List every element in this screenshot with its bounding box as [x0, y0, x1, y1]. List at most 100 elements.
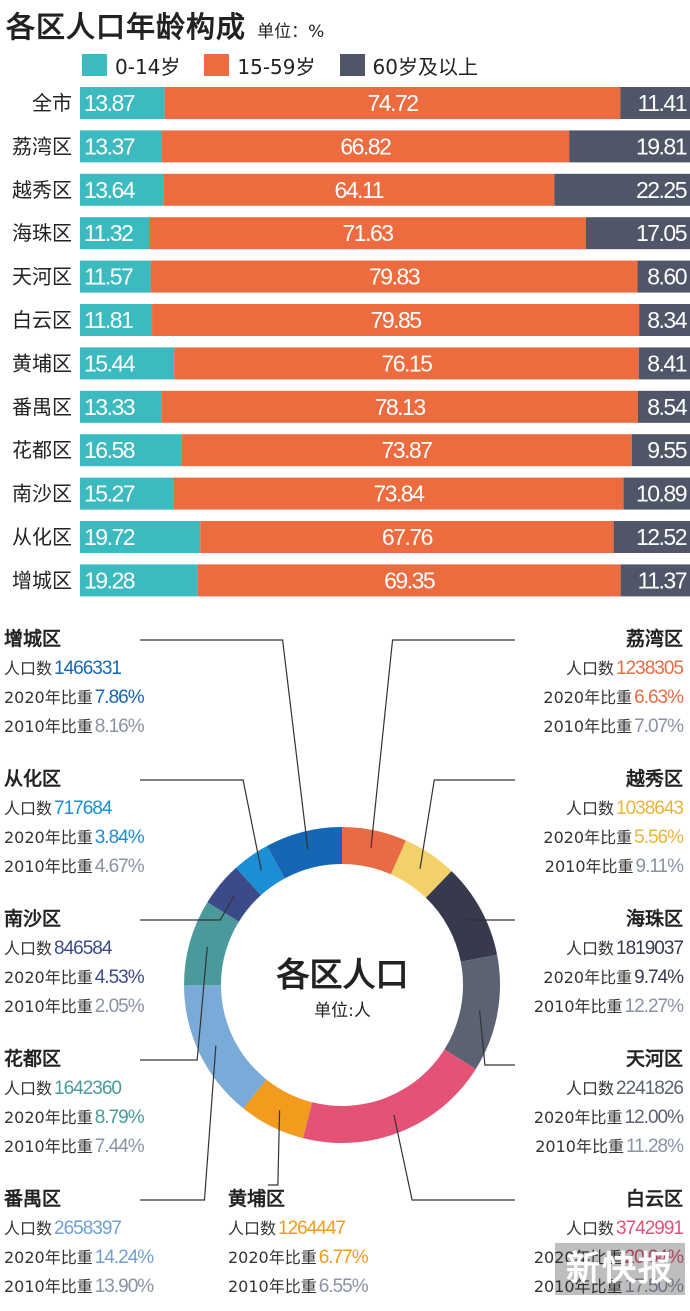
legend-item-15-59: 15-59岁 [204, 52, 316, 79]
bar-segment [639, 304, 690, 336]
district-stat-row: 2010年比重 6.55% [228, 1272, 396, 1301]
donut-slice [342, 827, 406, 875]
stat-label: 人口数 [4, 1219, 53, 1238]
district-stat-row: 2020年比重 12.00% [515, 1103, 684, 1132]
district-name: 花都区 [4, 1048, 62, 1070]
legend-label-0-14: 0-14岁 [115, 54, 181, 79]
district-label-block: 天河区 人口数 2241826 2020年比重 12.00% 2010年比重 11.28% [515, 1045, 684, 1161]
bar-segment [637, 390, 690, 423]
bar-segment [80, 217, 150, 250]
district-stat-row: 人口数 1264447 [228, 1214, 396, 1243]
stat-label: 2010年比重 [228, 1277, 317, 1296]
bar-value-label: 69.35 [384, 567, 435, 593]
stat-label: 人口数 [566, 1219, 615, 1238]
district-stat-row: 人口数 3742991 [515, 1214, 684, 1243]
stat-value: 1819037 [616, 938, 684, 959]
title-block: 各区人口年龄构成 单位：% [6, 4, 324, 48]
bar-segment [161, 130, 570, 163]
district-stat-row: 2020年比重 9.74% [515, 963, 684, 992]
bar-segment [554, 173, 690, 206]
stat-value: 1642360 [54, 1078, 122, 1099]
donut-slice [267, 827, 342, 879]
stat-label: 2020年比重 [4, 688, 93, 707]
district-stat-row: 2020年比重 6.63% [515, 683, 684, 712]
district-label-block: 花都区 人口数 1642360 2020年比重 8.79% 2010年比重 7.44% [4, 1045, 172, 1161]
stat-value: 3.84% [94, 827, 145, 848]
bar-value-label: 13.64 [84, 177, 136, 203]
bar-segment [197, 564, 621, 597]
bar-segment [181, 434, 632, 467]
district-label-block: 从化区 人口数 717684 2020年比重 3.84% 2010年比重 4.67% [4, 765, 172, 881]
bar-segment [152, 304, 640, 336]
district-stat-row: 2010年比重 2.05% [4, 992, 172, 1021]
bar-value-label: 74.72 [367, 90, 418, 116]
district-label-block: 番禺区 人口数 2658397 2020年比重 14.24% 2010年比重 13.90% [4, 1185, 172, 1301]
stat-label: 人口数 [566, 1079, 615, 1098]
bar-segment [174, 347, 639, 380]
bar-segment [80, 390, 162, 423]
stat-value: 4.53% [94, 967, 145, 988]
leader-line [140, 1045, 217, 1201]
stat-value: 14.24% [94, 1247, 154, 1268]
category-label: 荔湾区 [12, 134, 72, 158]
stacked-bar-chart: 全市 13.87 74.72 11.41 荔湾区 13.37 66.82 19.81 越秀区 13… [12, 87, 690, 597]
bar-segment [623, 477, 690, 510]
bar-value-label: 8.54 [647, 394, 687, 420]
bar-value-label: 15.27 [84, 481, 135, 507]
stat-label: 人口数 [4, 799, 53, 818]
stat-value: 2.05% [94, 996, 145, 1017]
donut-center-unit: 单位:人 [314, 1001, 371, 1021]
bar-value-label: 13.33 [84, 394, 135, 420]
bar-segment [569, 130, 690, 163]
donut-center-title: 各区人口 [276, 955, 409, 994]
stat-value: 1038643 [616, 798, 684, 819]
stat-value: 1264447 [278, 1218, 346, 1239]
bar-value-label: 13.87 [84, 90, 135, 116]
donut-chart [140, 639, 515, 1201]
legend-label-15-59: 15-59岁 [237, 54, 316, 79]
stat-label: 2010年比重 [4, 997, 93, 1016]
category-label: 白云区 [12, 308, 72, 332]
bar-value-label: 73.84 [373, 481, 425, 507]
district-stat-row: 2010年比重 12.27% [515, 992, 684, 1021]
bar-segment [613, 521, 690, 553]
stat-label: 人口数 [4, 1079, 53, 1098]
stat-value: 12.27% [624, 996, 684, 1017]
bar-segment [585, 217, 690, 250]
leader-line [419, 779, 515, 869]
bar-segment [200, 521, 614, 553]
district-name: 越秀区 [625, 768, 683, 790]
bar-segment [149, 217, 586, 250]
category-label: 海珠区 [12, 221, 72, 245]
leader-line [464, 917, 515, 921]
category-label: 全市 [32, 91, 72, 115]
district-stat-row: 2020年比重 7.86% [4, 683, 172, 712]
stat-value: 5.56% [634, 827, 684, 848]
bar-value-label: 19.81 [636, 133, 687, 159]
stat-value: 717684 [54, 798, 112, 819]
legend-swatch-60plus [339, 54, 365, 76]
stat-value: 8.16% [94, 716, 145, 737]
category-label: 番禺区 [12, 395, 72, 419]
stat-value: 1238305 [616, 658, 684, 679]
bar-value-label: 17.05 [636, 220, 687, 246]
district-name: 天河区 [625, 1048, 683, 1070]
stat-value: 3742991 [616, 1218, 684, 1239]
stat-value: 9.74% [634, 967, 684, 988]
stat-label: 2010年比重 [4, 1137, 93, 1156]
district-stat-row: 2010年比重 8.16% [4, 712, 172, 741]
stat-value: 7.07% [634, 716, 684, 737]
district-stat-row: 人口数 1238305 [515, 654, 684, 683]
district-name: 荔湾区 [625, 628, 683, 650]
bar-value-label: 11.57 [84, 264, 133, 290]
district-stat-row: 人口数 2241826 [515, 1074, 684, 1103]
stat-label: 2010年比重 [4, 857, 93, 876]
bar-value-label: 12.52 [636, 524, 687, 550]
legend-item-0-14: 0-14岁 [82, 52, 181, 79]
district-stat-row: 人口数 2658397 [4, 1214, 172, 1243]
bar-value-label: 8.60 [647, 264, 686, 290]
stat-label: 2010年比重 [4, 717, 93, 736]
stat-value: 4.67% [94, 856, 145, 877]
legend-swatch-15-59 [204, 54, 230, 76]
district-name: 从化区 [4, 768, 62, 790]
